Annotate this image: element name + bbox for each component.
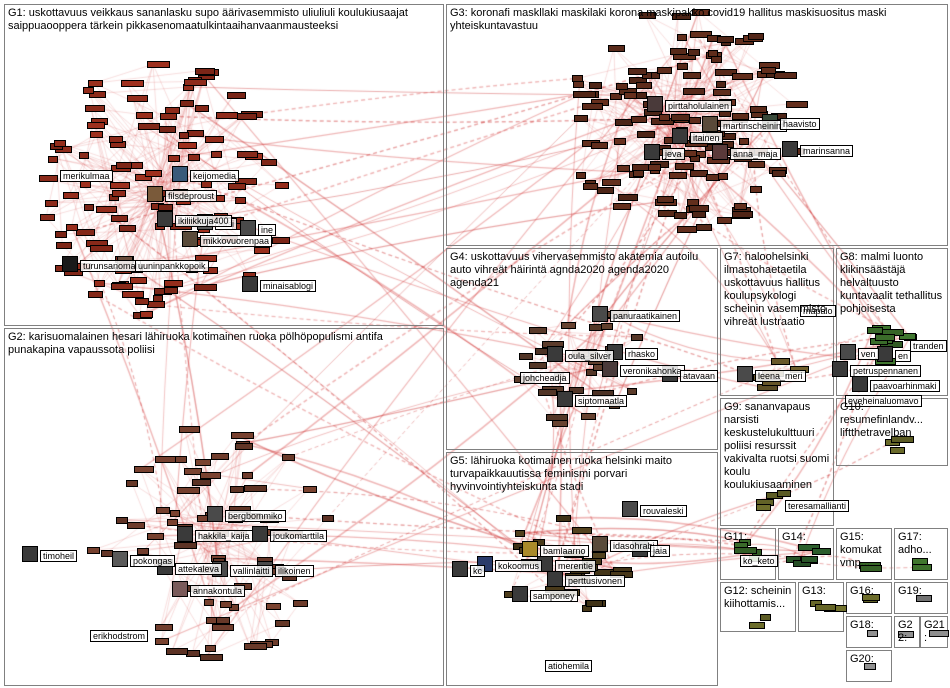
network-canvas bbox=[0, 0, 950, 688]
